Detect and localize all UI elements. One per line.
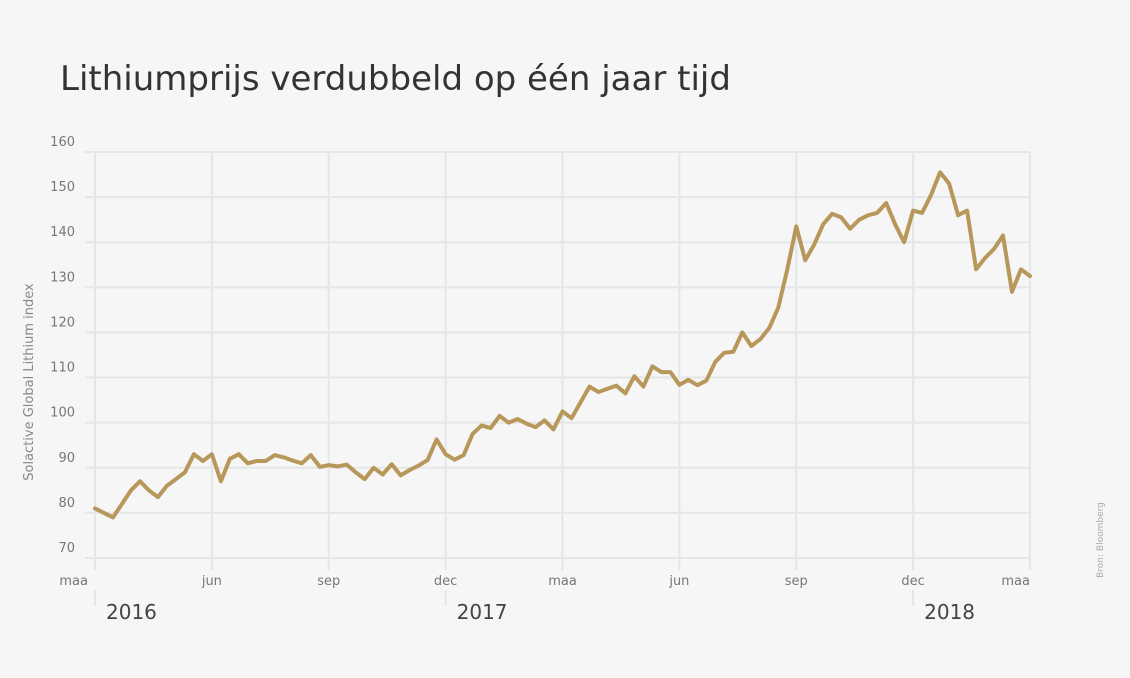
y-tick-label: 120 <box>50 315 75 330</box>
x-tick-label: sep <box>317 574 340 589</box>
y-tick-label: 140 <box>50 225 75 240</box>
y-tick-label: 110 <box>50 361 75 376</box>
x-tick-label: maa <box>548 574 577 589</box>
x-tick-label: maa <box>59 574 88 589</box>
x-tick-label: dec <box>901 574 924 589</box>
year-label: 2017 <box>457 600 508 624</box>
chart-title: Lithiumprijs verdubbeld op één jaar tijd <box>60 59 731 99</box>
y-tick-label: 150 <box>50 180 75 195</box>
x-tick-label: jun <box>668 574 689 589</box>
x-tick-label: jun <box>201 574 222 589</box>
y-tick-label: 130 <box>50 270 75 285</box>
y-tick-label: 160 <box>50 135 75 150</box>
line <box>93 170 1032 520</box>
y-tick-label: 80 <box>58 496 75 511</box>
y-tick-label: 100 <box>50 406 75 421</box>
year-label: 2018 <box>924 600 975 624</box>
x-tick-label: dec <box>434 574 457 589</box>
y-tick-label: 90 <box>58 451 75 466</box>
x-tick-label: sep <box>785 574 808 589</box>
y-axis-label: Solactive Global Lithium index <box>22 283 37 481</box>
source: Bron: Bloomberg <box>1096 502 1106 578</box>
year-label: 2016 <box>106 600 157 624</box>
y-tick-label: 70 <box>58 541 75 556</box>
x-tick-label: maa <box>1001 574 1030 589</box>
